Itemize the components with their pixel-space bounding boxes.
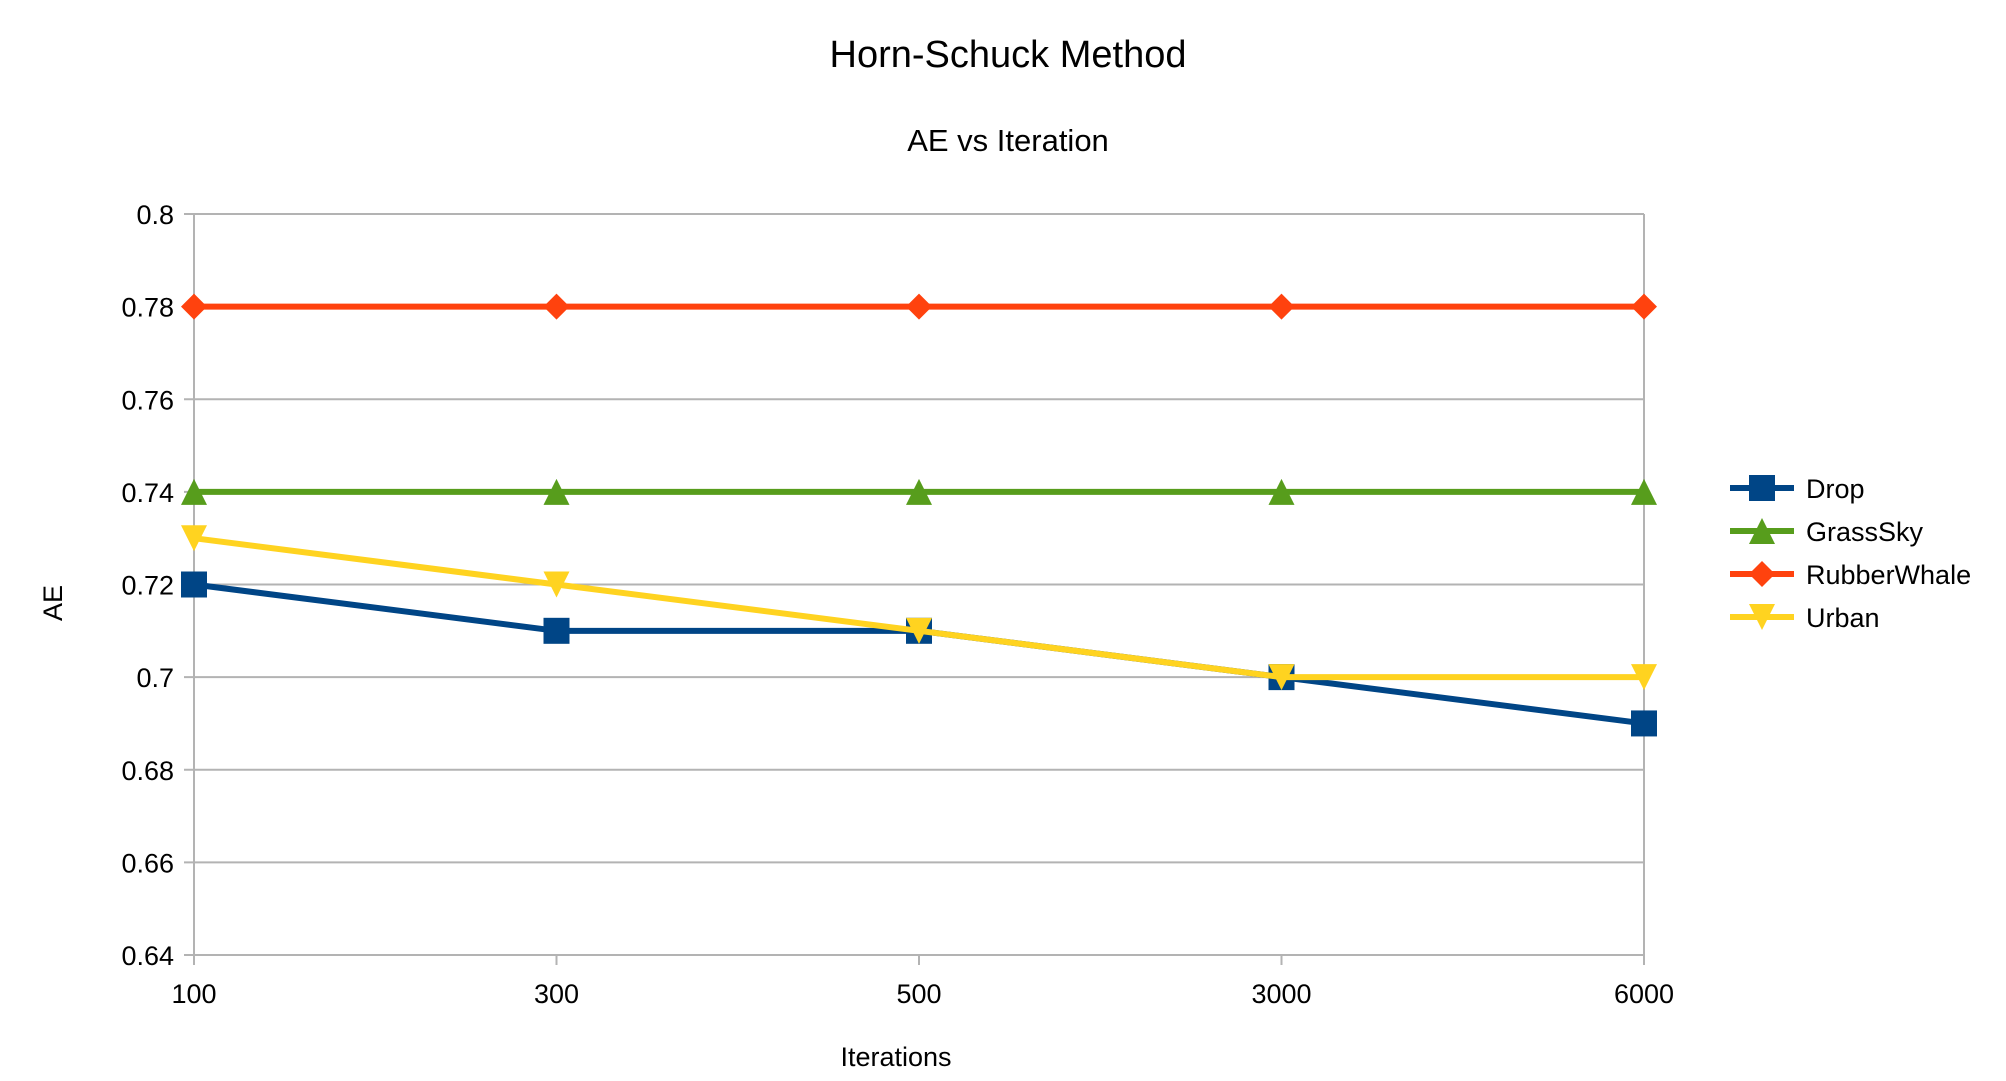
y-axis-label: AE — [38, 585, 68, 621]
data-point-urban — [1268, 664, 1295, 691]
y-tick-label: 0.8 — [136, 200, 174, 230]
legend-label: Drop — [1806, 474, 1865, 504]
legend-label: GrassSky — [1806, 517, 1924, 547]
series-grasssky — [181, 478, 1657, 505]
y-tick-label: 0.76 — [121, 385, 174, 415]
x-axis-label: Iterations — [840, 1042, 951, 1072]
legend-entry-urban: Urban — [1730, 603, 1880, 633]
y-tick-label: 0.74 — [121, 478, 174, 508]
legend-entry-drop: Drop — [1730, 474, 1865, 504]
y-tick-label: 0.66 — [121, 848, 174, 878]
data-point-grasssky — [1631, 478, 1657, 505]
data-point-urban — [906, 617, 932, 644]
data-point-rubberwhale — [181, 293, 207, 320]
series-urban — [181, 525, 1657, 691]
x-tick-label: 3000 — [1251, 979, 1311, 1009]
data-point-grasssky — [906, 478, 932, 505]
y-tick-label: 0.72 — [121, 571, 174, 601]
series-rubberwhale — [181, 293, 1657, 320]
y-tick-label: 0.68 — [121, 756, 174, 786]
series-layer — [181, 293, 1657, 737]
legend-entry-grasssky: GrassSky — [1730, 517, 1924, 547]
data-point-drop — [1631, 710, 1657, 737]
x-tick-label: 6000 — [1614, 979, 1674, 1009]
data-point-rubberwhale — [543, 293, 570, 320]
data-point-grasssky — [543, 478, 570, 505]
y-tick-label: 0.7 — [136, 663, 174, 693]
data-point-grasssky — [1268, 478, 1295, 505]
x-tick-label: 300 — [534, 979, 579, 1009]
data-point-rubberwhale — [1268, 293, 1295, 320]
chart-subtitle: AE vs Iteration — [907, 123, 1109, 158]
chart-title: Horn-Schuck Method — [830, 34, 1187, 76]
data-point-rubberwhale — [906, 293, 932, 320]
data-point-urban — [1631, 664, 1657, 691]
legend-swatch-marker — [1749, 561, 1775, 587]
data-point-rubberwhale — [1631, 293, 1657, 320]
series-drop — [181, 571, 1657, 737]
legend-swatch-marker — [1749, 604, 1775, 630]
data-point-urban — [543, 571, 570, 598]
series-line-drop — [193, 581, 1645, 727]
data-point-urban — [181, 525, 207, 552]
legend-label: Urban — [1806, 603, 1880, 633]
data-point-grasssky — [181, 478, 207, 505]
legend-entry-rubberwhale: RubberWhale — [1730, 560, 1971, 590]
grid-layer — [194, 213, 1644, 956]
legend: Drop GrassSky RubberWhale Urban — [1730, 474, 1971, 633]
x-tick-label: 500 — [896, 979, 941, 1009]
data-point-drop — [181, 571, 207, 598]
axis-layer: 0.8 0.78 0.76 0.74 0.72 0.7 0.68 0.66 0.64 100 300… — [121, 200, 1674, 1009]
data-point-drop — [543, 617, 570, 644]
legend-label: RubberWhale — [1806, 560, 1971, 590]
legend-swatch-marker — [1749, 518, 1775, 544]
x-tick-label: 100 — [171, 979, 216, 1009]
y-tick-label: 0.78 — [121, 293, 174, 323]
y-tick-label: 0.64 — [121, 941, 174, 971]
series-line-urban — [193, 535, 1644, 681]
legend-swatch-marker — [1749, 475, 1775, 501]
